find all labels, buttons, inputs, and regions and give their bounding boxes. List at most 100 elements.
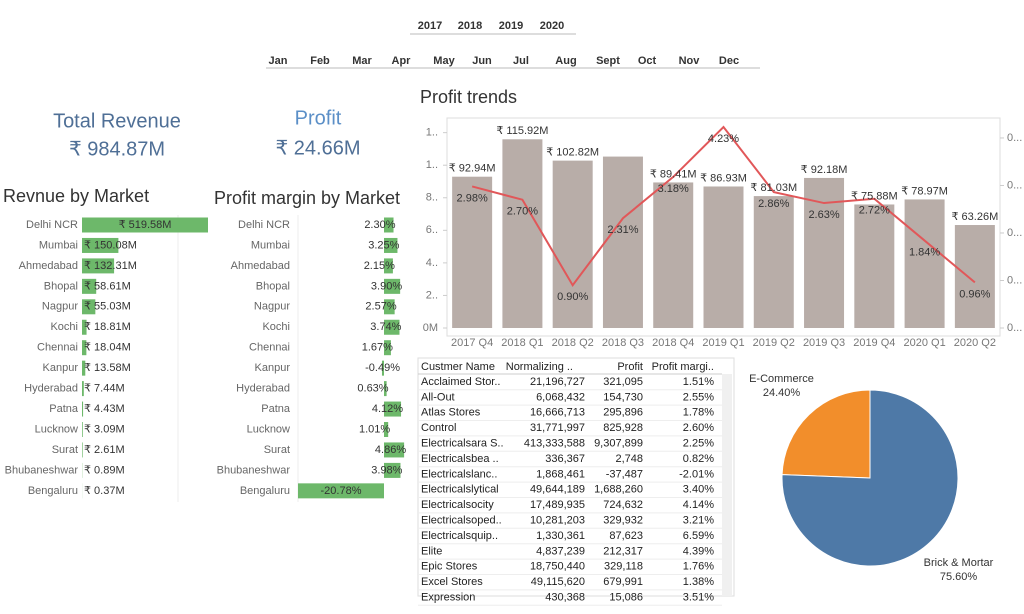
table-cell: 413,333,588 <box>524 438 585 450</box>
value-label: ₹ 2.61M <box>84 444 125 456</box>
year-filter[interactable]: 2018 <box>458 20 482 32</box>
table-cell: 329,932 <box>603 515 643 527</box>
table-cell: 2.25% <box>683 438 714 450</box>
y-tick-label: 1.. <box>426 127 438 139</box>
category-label: Surat <box>52 444 78 456</box>
month-filter[interactable]: Sept <box>596 55 620 67</box>
table-cell: 1,330,361 <box>536 530 585 542</box>
value-label: 2.15% <box>364 260 395 272</box>
value-label: ₹ 18.81M <box>84 321 131 333</box>
category-label: Ahmedabad <box>231 260 290 272</box>
category-label: Surat <box>264 444 290 456</box>
table-header[interactable]: Custmer Name <box>421 361 495 373</box>
bar <box>384 462 401 478</box>
bar <box>552 160 593 328</box>
kpi-value: ₹ 984.87M <box>69 138 165 160</box>
table-cell: Atlas Stores <box>421 407 481 419</box>
pie-slice <box>781 389 871 479</box>
y2-tick-label: 0... <box>1007 132 1022 144</box>
table-cell: 10,281,203 <box>530 515 585 527</box>
month-filter[interactable]: Jan <box>269 55 288 67</box>
table-cell: 724,632 <box>603 499 643 511</box>
table-cell: 154,730 <box>603 391 643 403</box>
year-filter[interactable]: 2020 <box>540 20 564 32</box>
month-filter[interactable]: May <box>433 55 455 67</box>
value-label: 2.30% <box>364 219 395 231</box>
value-label: 2.86% <box>758 198 789 210</box>
table-header[interactable]: Profit margi.. <box>652 361 714 373</box>
month-filter[interactable]: Feb <box>310 55 330 67</box>
x-tick-label: 2019 Q3 <box>803 337 845 349</box>
chart-title: Profit trends <box>420 87 517 107</box>
pie-slice <box>781 389 959 567</box>
table-cell: Electricalsbea .. <box>421 453 499 465</box>
table-cell: Electricalslanc.. <box>421 468 497 480</box>
year-filter[interactable]: 2017 <box>418 20 442 32</box>
month-filter[interactable]: Jul <box>513 55 529 67</box>
bar <box>384 258 393 274</box>
value-label: 4.86% <box>375 444 406 456</box>
month-filter[interactable]: Mar <box>352 55 372 67</box>
value-label: ₹ 55.03M <box>84 301 131 313</box>
category-label: Delhi NCR <box>26 219 78 231</box>
category-label: Mumbai <box>39 239 78 251</box>
bar <box>82 278 97 294</box>
y-tick-label: 8.. <box>426 192 438 204</box>
bar <box>82 340 87 356</box>
bar <box>502 139 543 328</box>
table-cell: 16,666,713 <box>530 407 585 419</box>
category-label: Bhopal <box>44 280 78 292</box>
value-label: ₹ 58.61M <box>84 280 131 292</box>
value-label: 2.63% <box>808 209 839 221</box>
value-label: 1.67% <box>362 342 393 354</box>
bar <box>82 401 84 417</box>
table-cell: 1,688,260 <box>594 484 643 496</box>
value-label: ₹ 18.04M <box>84 342 131 354</box>
scrollbar[interactable] <box>722 374 732 596</box>
table-cell: 6,068,432 <box>536 391 585 403</box>
bar <box>954 225 995 328</box>
table-cell: 1.78% <box>683 407 714 419</box>
y-tick-label: 2.. <box>426 289 438 301</box>
month-filter[interactable]: Aug <box>555 55 576 67</box>
month-filter[interactable]: Dec <box>719 55 739 67</box>
table-cell: 15,086 <box>609 592 643 604</box>
category-label: Lucknow <box>247 423 290 435</box>
bar <box>82 258 115 274</box>
value-label: ₹ 92.18M <box>801 164 848 176</box>
table-cell: Expression <box>421 592 475 604</box>
slice-value: 75.60% <box>940 571 978 583</box>
bar <box>384 319 400 335</box>
value-label: ₹ 7.44M <box>84 383 125 395</box>
table-header[interactable]: Profit <box>617 361 643 373</box>
x-tick-label: 2019 Q2 <box>753 337 795 349</box>
value-label: 3.90% <box>371 280 402 292</box>
bar <box>82 217 208 233</box>
y2-tick-label: 0... <box>1007 322 1022 334</box>
value-label: ₹ 3.09M <box>84 423 125 435</box>
value-label: 0.90% <box>557 291 588 303</box>
year-filter[interactable]: 2019 <box>499 20 523 32</box>
month-filter[interactable]: Jun <box>472 55 492 67</box>
table-header[interactable]: Normalizing .. <box>506 361 573 373</box>
table-cell: 825,928 <box>603 422 643 434</box>
x-tick-label: 2019 Q1 <box>702 337 744 349</box>
bar <box>82 442 83 458</box>
y2-tick-label: 0... <box>1007 274 1022 286</box>
bar <box>653 182 694 328</box>
x-tick-label: 2018 Q4 <box>652 337 694 349</box>
month-filter[interactable]: Oct <box>638 55 657 67</box>
table-cell: -37,487 <box>606 468 643 480</box>
table-cell: 4,837,239 <box>536 545 585 557</box>
slice-value: 24.40% <box>763 387 801 399</box>
table-cell: 2.55% <box>683 391 714 403</box>
month-filter[interactable]: Nov <box>679 55 701 67</box>
month-filter[interactable]: Apr <box>392 55 412 67</box>
category-label: Nagpur <box>254 301 290 313</box>
category-label: Lucknow <box>35 423 78 435</box>
table-cell: 336,367 <box>545 453 585 465</box>
value-label: -0.49% <box>365 362 400 374</box>
value-label: ₹ 4.43M <box>84 403 125 415</box>
x-tick-label: 2020 Q2 <box>954 337 996 349</box>
